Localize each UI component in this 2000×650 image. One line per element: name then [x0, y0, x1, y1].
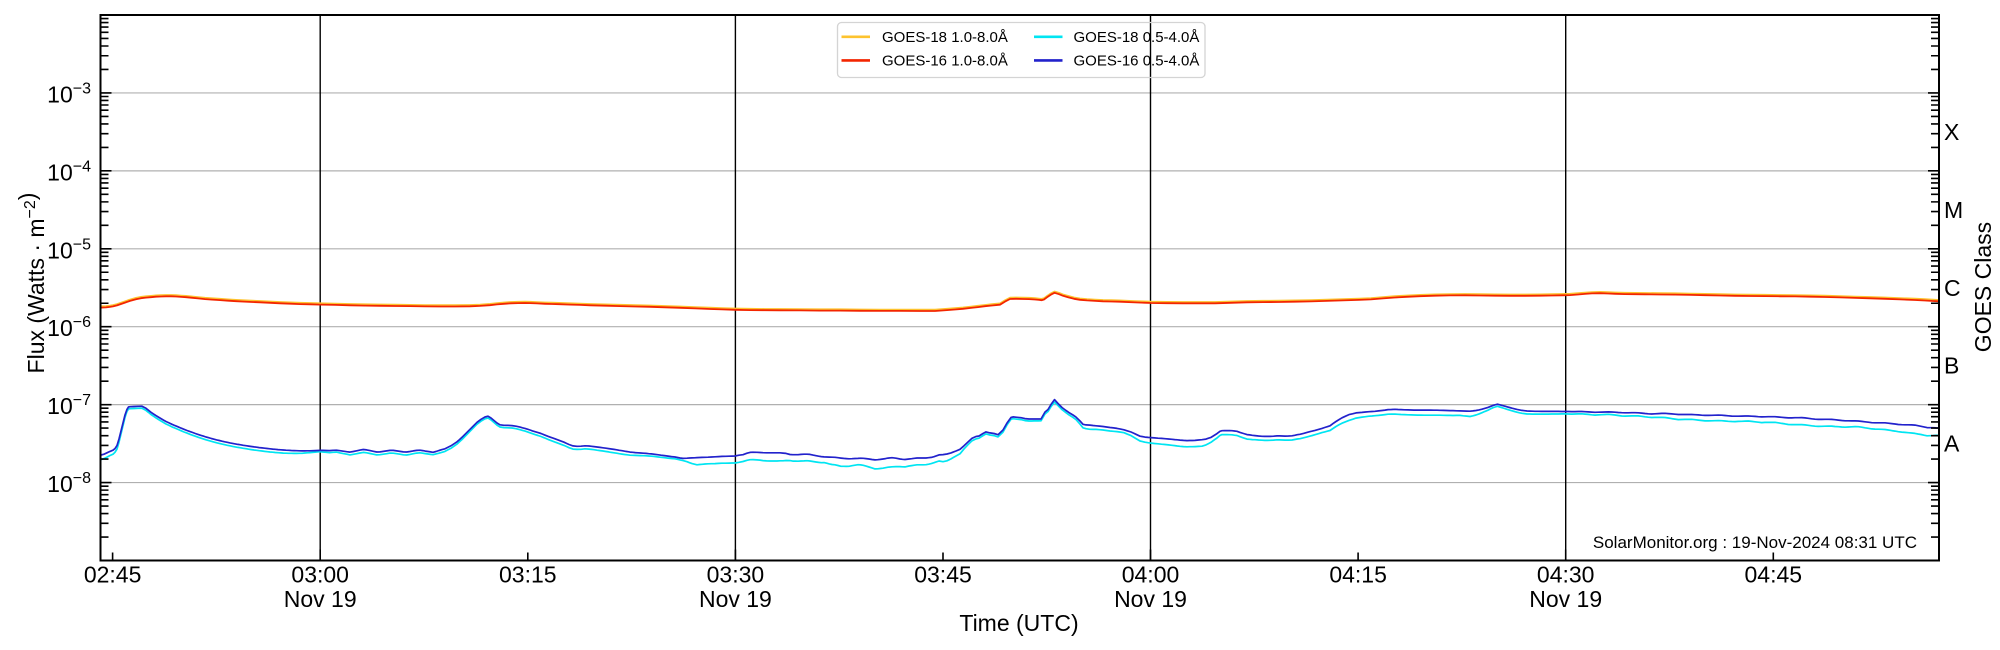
svg-text:A: A	[1944, 431, 1960, 457]
svg-text:Time (UTC): Time (UTC)	[959, 610, 1078, 636]
svg-text:GOES Class: GOES Class	[1970, 222, 1996, 352]
svg-text:04:45: 04:45	[1745, 562, 1803, 588]
svg-text:C: C	[1944, 275, 1961, 301]
svg-text:03:00: 03:00	[291, 562, 349, 588]
svg-text:M: M	[1944, 197, 1963, 223]
svg-text:Nov 19: Nov 19	[1529, 586, 1602, 612]
svg-text:04:00: 04:00	[1122, 562, 1180, 588]
svg-text:B: B	[1944, 353, 1959, 379]
svg-text:03:30: 03:30	[707, 562, 765, 588]
svg-text:GOES-18 0.5-4.0Å: GOES-18 0.5-4.0Å	[1074, 29, 1200, 46]
svg-text:X: X	[1944, 119, 1959, 145]
svg-text:Nov 19: Nov 19	[1114, 586, 1187, 612]
svg-text:GOES-16 1.0-8.0Å: GOES-16 1.0-8.0Å	[882, 53, 1008, 70]
svg-text:GOES-18 1.0-8.0Å: GOES-18 1.0-8.0Å	[882, 29, 1008, 46]
svg-text:03:45: 03:45	[914, 562, 972, 588]
svg-text:04:30: 04:30	[1537, 562, 1595, 588]
svg-text:GOES-16 0.5-4.0Å: GOES-16 0.5-4.0Å	[1074, 53, 1200, 70]
svg-text:04:15: 04:15	[1329, 562, 1387, 588]
svg-text:Nov 19: Nov 19	[699, 586, 772, 612]
svg-text:03:15: 03:15	[499, 562, 557, 588]
svg-text:Nov 19: Nov 19	[284, 586, 357, 612]
svg-text:02:45: 02:45	[84, 562, 142, 588]
svg-text:SolarMonitor.org : 19-Nov-2024: SolarMonitor.org : 19-Nov-2024 08:31 UTC	[1593, 533, 1917, 552]
